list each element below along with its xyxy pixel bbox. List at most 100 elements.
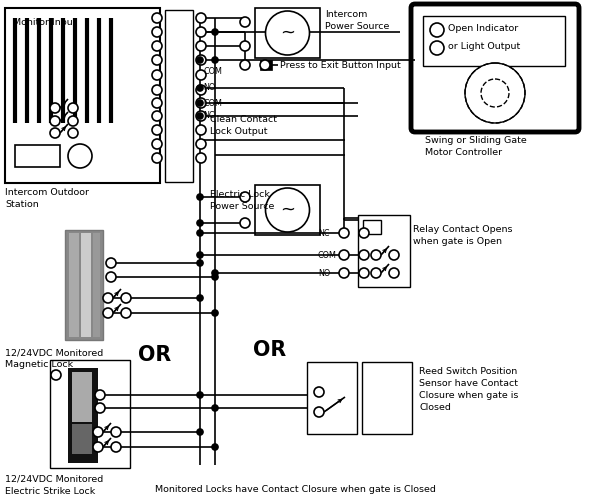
Circle shape [260, 60, 270, 70]
Text: COM: COM [203, 98, 222, 108]
Text: COM: COM [318, 250, 337, 260]
Bar [81, 233, 91, 337]
Text: Closed: Closed [419, 403, 451, 412]
Text: NO: NO [318, 268, 330, 278]
Text: NO: NO [203, 84, 215, 92]
Text: Motor Controller: Motor Controller [425, 148, 502, 157]
Circle shape [339, 268, 349, 278]
Bar [15, 145, 60, 167]
Circle shape [51, 370, 61, 380]
Circle shape [240, 17, 250, 27]
Bar [69, 233, 79, 337]
Circle shape [50, 128, 60, 138]
Circle shape [196, 98, 206, 108]
Circle shape [197, 429, 203, 435]
Circle shape [111, 427, 121, 437]
Text: Monitored Locks have Contact Closure when gate is Closed: Monitored Locks have Contact Closure whe… [155, 486, 436, 494]
Bar [423, 16, 565, 66]
Circle shape [95, 403, 105, 413]
Circle shape [240, 41, 250, 51]
Bar [72, 424, 92, 454]
Circle shape [359, 228, 369, 238]
Text: 12/24VDC Monitored: 12/24VDC Monitored [5, 348, 103, 357]
Text: Sensor have Contact: Sensor have Contact [419, 379, 518, 388]
Circle shape [212, 274, 218, 280]
Circle shape [314, 387, 324, 397]
Circle shape [196, 153, 206, 163]
Text: NC: NC [318, 228, 330, 237]
Circle shape [339, 228, 349, 238]
Circle shape [152, 55, 162, 65]
Circle shape [197, 230, 203, 236]
Bar [5, 8, 160, 183]
Circle shape [103, 308, 113, 318]
Circle shape [196, 55, 206, 65]
Text: Relay Contact Opens: Relay Contact Opens [413, 225, 513, 234]
Circle shape [389, 250, 399, 260]
Bar [362, 362, 412, 434]
Circle shape [95, 390, 105, 400]
Circle shape [152, 98, 162, 108]
Circle shape [314, 407, 324, 417]
Text: OR: OR [253, 340, 287, 360]
Bar [50, 360, 130, 468]
Circle shape [50, 116, 60, 126]
Circle shape [212, 310, 218, 316]
Circle shape [212, 405, 218, 411]
Circle shape [196, 13, 206, 23]
Circle shape [197, 252, 203, 258]
Circle shape [197, 100, 203, 106]
Circle shape [50, 103, 60, 113]
Text: Reed Switch Position: Reed Switch Position [419, 367, 517, 376]
Text: ~: ~ [280, 24, 295, 42]
Circle shape [152, 139, 162, 149]
Circle shape [196, 85, 206, 95]
Circle shape [68, 103, 78, 113]
Circle shape [196, 41, 206, 51]
Circle shape [339, 250, 349, 260]
Bar [65, 230, 103, 340]
Text: Monitor Input: Monitor Input [13, 18, 76, 27]
Text: Electric Strike Lock: Electric Strike Lock [5, 487, 95, 496]
Text: Power Source: Power Source [325, 22, 389, 31]
Circle shape [240, 192, 250, 202]
Circle shape [103, 293, 113, 303]
Circle shape [93, 442, 103, 452]
Circle shape [465, 63, 525, 123]
Text: Intercom: Intercom [325, 10, 367, 19]
Circle shape [152, 27, 162, 37]
Text: NC: NC [203, 112, 215, 120]
Bar [363, 220, 381, 234]
Bar [68, 368, 98, 463]
Text: Lock Output: Lock Output [210, 127, 268, 136]
Circle shape [152, 13, 162, 23]
Bar [255, 8, 320, 58]
Circle shape [197, 57, 203, 63]
Text: OR: OR [138, 345, 172, 365]
Circle shape [240, 218, 250, 228]
Circle shape [152, 85, 162, 95]
Circle shape [212, 444, 218, 450]
Bar [165, 10, 193, 182]
Bar [93, 233, 100, 337]
Circle shape [196, 70, 206, 80]
Circle shape [68, 128, 78, 138]
Circle shape [68, 144, 92, 168]
Circle shape [121, 293, 131, 303]
Circle shape [196, 125, 206, 135]
Circle shape [152, 153, 162, 163]
Circle shape [93, 427, 103, 437]
Bar [307, 362, 357, 434]
Circle shape [196, 27, 206, 37]
Circle shape [197, 220, 203, 226]
Circle shape [430, 41, 444, 55]
Circle shape [359, 268, 369, 278]
Circle shape [197, 392, 203, 398]
Text: Open Indicator: Open Indicator [448, 24, 519, 33]
Circle shape [197, 260, 203, 266]
Circle shape [389, 268, 399, 278]
Circle shape [197, 295, 203, 301]
Text: Power Source: Power Source [210, 202, 274, 211]
Text: Clean Contact: Clean Contact [210, 115, 277, 124]
Text: Swing or Sliding Gate: Swing or Sliding Gate [425, 136, 527, 145]
